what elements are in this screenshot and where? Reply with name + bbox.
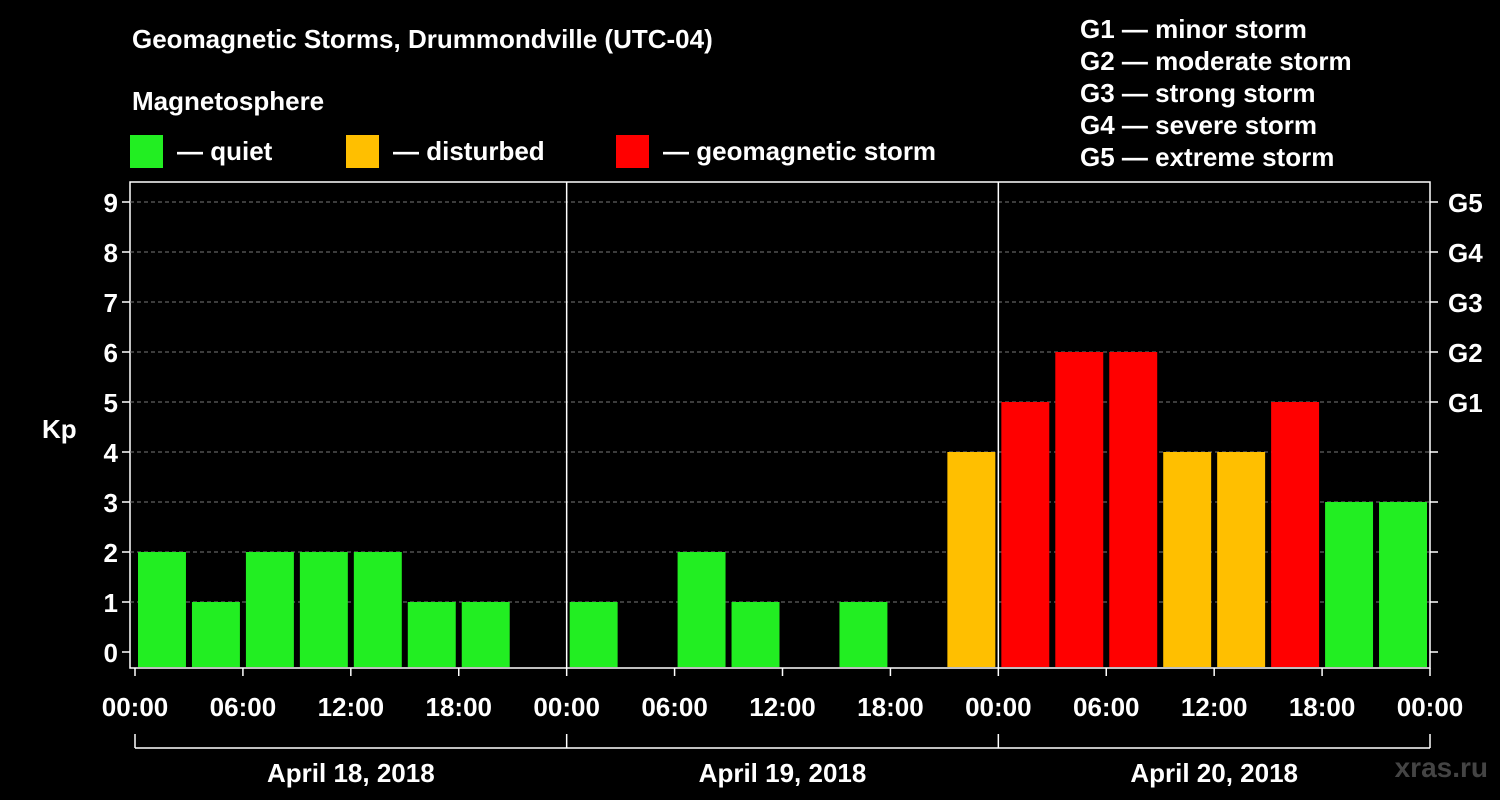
- plot-frame: [129, 181, 1431, 669]
- kp-bar: [1001, 402, 1050, 667]
- chart-title: Geomagnetic Storms, Drummondville (UTC-0…: [132, 24, 713, 54]
- storm-scale-g4: G4 — severe storm: [1080, 110, 1318, 140]
- kp-bar: [353, 552, 402, 667]
- storm-scale-g3: G3 — strong storm: [1080, 78, 1316, 108]
- kp-bar: [839, 602, 888, 667]
- legend-swatch-disturbed: [346, 134, 379, 168]
- x-tick-label: 06:00: [641, 692, 708, 722]
- y-tick-label: 1: [104, 588, 118, 618]
- kp-bar: [299, 552, 348, 667]
- x-tick-label: 00:00: [965, 692, 1032, 722]
- kp-bar: [1109, 352, 1158, 667]
- x-tick-label: 00:00: [533, 692, 600, 722]
- x-tick-label: 18:00: [426, 692, 493, 722]
- y-tick-label: 6: [104, 338, 118, 368]
- kp-bar: [1163, 452, 1212, 667]
- y-tick-label: 3: [104, 488, 118, 518]
- y-tick-label: 9: [104, 188, 118, 218]
- kp-bar: [1325, 502, 1374, 667]
- kp-bar: [138, 552, 186, 667]
- storm-scale-g5: G5 — extreme storm: [1080, 142, 1335, 172]
- watermark: xras.ru: [1394, 752, 1488, 783]
- x-tick-label: 12:00: [749, 692, 816, 722]
- legend-item-quiet: — quiet: [130, 134, 272, 168]
- g-level-label: G2: [1448, 338, 1483, 368]
- x-tick-label: 18:00: [1289, 692, 1356, 722]
- day-label: April 18, 2018: [267, 758, 435, 788]
- y-tick-label: 0: [104, 638, 118, 668]
- legend-title: Magnetosphere: [132, 86, 325, 116]
- kp-bar: [731, 602, 780, 667]
- legend-swatch-quiet: [130, 134, 163, 168]
- kp-bar: [1271, 402, 1320, 667]
- legend-item-storm: — geomagnetic storm: [616, 134, 936, 168]
- storm-scale-g2: G2 — moderate storm: [1080, 46, 1352, 76]
- x-tick-label: 12:00: [1181, 692, 1248, 722]
- day-label: April 20, 2018: [1130, 758, 1298, 788]
- kp-bar: [407, 602, 456, 667]
- y-axis-label: Kp: [42, 414, 77, 444]
- kp-bar: [569, 602, 618, 667]
- y-tick-label: 5: [104, 388, 118, 418]
- y-tick-label: 2: [104, 538, 118, 568]
- kp-bar: [1217, 452, 1266, 667]
- x-tick-label: 06:00: [210, 692, 277, 722]
- x-tick-label: 06:00: [1073, 692, 1140, 722]
- kp-bar: [947, 452, 996, 667]
- legend-swatch-storm: [616, 134, 649, 168]
- legend-label-storm: — geomagnetic storm: [663, 135, 937, 166]
- kp-bar: [1055, 352, 1104, 667]
- y-tick-label: 8: [104, 238, 118, 268]
- g-level-label: G3: [1448, 288, 1483, 318]
- kp-bar: [677, 552, 726, 667]
- g-level-label: G5: [1448, 188, 1483, 218]
- kp-bar: [245, 552, 294, 667]
- storm-scale-g1: G1 — minor storm: [1080, 14, 1307, 44]
- x-tick-label: 00:00: [1397, 692, 1464, 722]
- legend-label-disturbed: — disturbed: [393, 135, 545, 166]
- kp-bar: [191, 602, 240, 667]
- x-tick-label: 12:00: [318, 692, 385, 722]
- x-tick-label: 18:00: [857, 692, 924, 722]
- legend-item-disturbed: — disturbed: [346, 134, 545, 168]
- kp-bar: [461, 602, 510, 667]
- y-tick-label: 7: [104, 288, 118, 318]
- g-level-label: G4: [1448, 238, 1483, 268]
- g-level-label: G1: [1448, 388, 1483, 418]
- kp-bar: [1379, 502, 1427, 667]
- x-tick-label: 00:00: [102, 692, 169, 722]
- legend-label-quiet: — quiet: [177, 135, 273, 166]
- y-tick-label: 4: [104, 438, 119, 468]
- day-label: April 19, 2018: [699, 758, 867, 788]
